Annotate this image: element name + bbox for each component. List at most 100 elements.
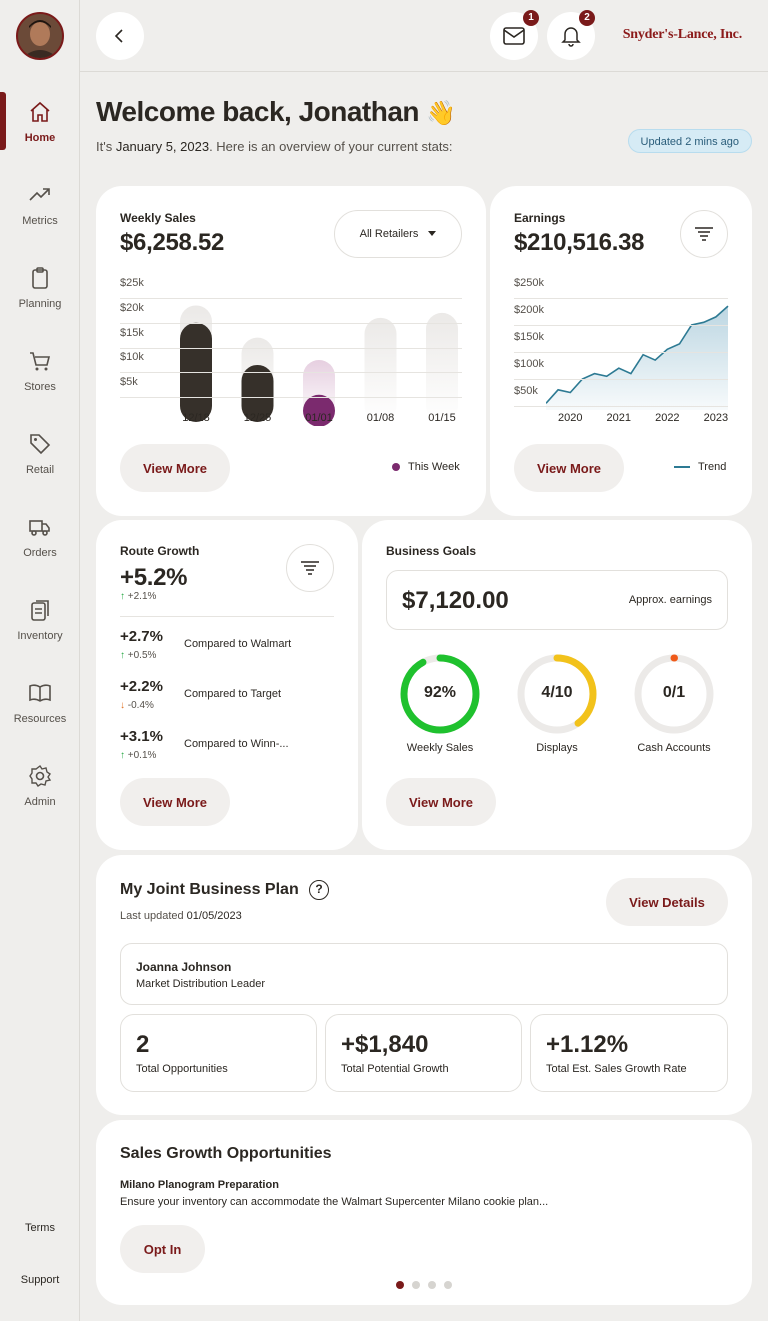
- back-button[interactable]: [96, 12, 144, 60]
- y-tick-label: $250k: [514, 277, 544, 289]
- goal-value: 4/10: [541, 684, 573, 701]
- help-icon[interactable]: ?: [309, 880, 329, 900]
- brand-logo: Snyder's-Lance, Inc.: [622, 27, 742, 42]
- book-icon: [29, 684, 51, 702]
- filter-icon: [695, 227, 713, 241]
- jbp-title: My Joint Business Plan: [120, 881, 299, 898]
- avatar[interactable]: [16, 12, 64, 60]
- wave-emoji: 👋: [426, 100, 456, 127]
- approx-earnings-value: $7,120.00: [402, 587, 509, 614]
- filter-icon: [301, 561, 319, 575]
- notifications-badge: 2: [579, 10, 595, 26]
- route-growth-card: Route Growth +5.2% ↑ +2.1% View More +2.…: [96, 520, 358, 850]
- x-tick-label: 2022: [655, 412, 680, 424]
- sidebar-item-label: Resources: [13, 713, 67, 725]
- goal-value: 92%: [423, 684, 457, 701]
- view-details-button[interactable]: View Details: [606, 878, 728, 926]
- opt-in-button[interactable]: Opt In: [120, 1225, 205, 1273]
- earnings-view-more-button[interactable]: View More: [514, 444, 624, 492]
- pagination-dot[interactable]: [444, 1281, 452, 1289]
- pagination-dot[interactable]: [428, 1281, 436, 1289]
- current-date: January 5, 2023: [115, 139, 210, 154]
- weekly-sales-title: Weekly Sales: [120, 211, 196, 225]
- goal-ring: [517, 654, 597, 734]
- gridline: [514, 352, 728, 353]
- sidebar-item-label: Metrics: [22, 215, 58, 227]
- route-row-comparison: Compared to Walmart: [184, 638, 292, 650]
- route-row-delta: ↓ -0.4%: [120, 700, 154, 711]
- legend-line-icon: [674, 466, 690, 468]
- route-row-comparison: Compared to Winn-...: [184, 738, 289, 750]
- opportunity-title: Milano Planogram Preparation: [120, 1179, 279, 1191]
- arrow-up-icon: ↑: [120, 650, 125, 661]
- arrow-up-icon: ↑: [120, 750, 125, 761]
- sales-growth-opportunities-card: Sales Growth Opportunities Milano Planog…: [96, 1120, 752, 1305]
- stat-label: Total Opportunities: [136, 1063, 228, 1075]
- business-goals-title: Business Goals: [386, 544, 477, 558]
- sidebar-item-label: Retail: [25, 464, 55, 476]
- sidebar-item-label: Inventory: [17, 630, 63, 642]
- sidebar-item-resources[interactable]: Resources: [0, 673, 80, 743]
- pagination-dot[interactable]: [396, 1281, 404, 1289]
- sidebar-item-planning[interactable]: Planning: [0, 258, 80, 328]
- route-row-value: +2.2%: [120, 678, 163, 695]
- route-growth-view-more-button[interactable]: View More: [120, 778, 230, 826]
- cart-icon: [30, 352, 51, 371]
- route-row-delta: ↑ +0.5%: [120, 650, 157, 661]
- x-tick-label: 01/15: [428, 412, 456, 424]
- page-subtitle: It's January 5, 2023. Here is an overvie…: [96, 139, 453, 154]
- goal-progress-arc: [400, 654, 480, 734]
- inventory-icon: [31, 600, 49, 621]
- retailer-filter-select[interactable]: All Retailers: [334, 210, 462, 258]
- gridline: [514, 379, 728, 380]
- bar-12/25[interactable]: [241, 364, 274, 422]
- sidebar-item-admin[interactable]: Admin: [0, 756, 80, 826]
- pagination-dot[interactable]: [412, 1281, 420, 1289]
- sidebar-item-orders[interactable]: Orders: [0, 507, 80, 577]
- sidebar-item-inventory[interactable]: Inventory: [0, 590, 80, 660]
- gridline: [120, 322, 462, 324]
- weekly-sales-view-more-button[interactable]: View More: [120, 444, 230, 492]
- stat-total-opportunities: 2 Total Opportunities: [120, 1014, 317, 1092]
- bar-01/01[interactable]: [303, 394, 335, 426]
- business-goals-card: Business Goals $7,120.00 Approx. earning…: [362, 520, 752, 850]
- goal-progress-arc: [634, 654, 714, 734]
- stat-sales-growth-rate: +1.12% Total Est. Sales Growth Rate: [530, 1014, 728, 1092]
- goal-ring: [400, 654, 480, 734]
- sidebar-item-label: Home: [24, 132, 56, 144]
- clipboard-icon: [32, 267, 48, 289]
- bell-icon: [561, 27, 581, 47]
- y-tick-label: $200k: [514, 304, 544, 316]
- x-tick-label: 12/18: [182, 412, 210, 424]
- gridline: [120, 347, 462, 349]
- route-row-comparison: Compared to Target: [184, 688, 282, 700]
- route-growth-filter-button[interactable]: [286, 544, 334, 592]
- approx-earnings-label: Approx. earnings: [628, 594, 712, 606]
- weekly-sales-card: Weekly Sales $6,258.52 All Retailers Vie…: [96, 186, 486, 516]
- sidebar-item-stores[interactable]: Stores: [0, 341, 80, 411]
- y-tick-label: $25k: [120, 277, 144, 289]
- business-goals-view-more-button[interactable]: View More: [386, 778, 496, 826]
- mail-badge: 1: [523, 10, 539, 26]
- x-tick-label: 12/25: [243, 412, 272, 424]
- earnings-title: Earnings: [514, 211, 566, 225]
- contact-role: Market Distribution Leader: [136, 978, 266, 990]
- sidebar-item-metrics[interactable]: Metrics: [0, 175, 80, 245]
- sidebar-item-home[interactable]: Home: [0, 92, 80, 162]
- terms-link[interactable]: Terms: [25, 1222, 55, 1234]
- approx-earnings-box: $7,120.00 Approx. earnings: [386, 570, 728, 630]
- gridline: [514, 406, 728, 407]
- route-row-value: +2.7%: [120, 628, 163, 645]
- route-growth-title: Route Growth: [120, 544, 200, 558]
- weekly-sales-value: $6,258.52: [120, 229, 225, 256]
- route-row-delta: ↑ +0.1%: [120, 750, 157, 761]
- earnings-filter-button[interactable]: [680, 210, 728, 258]
- earnings-chart: [546, 305, 729, 410]
- goal-progress-arc: [517, 654, 597, 734]
- mail-icon: [503, 27, 525, 45]
- goal-label: Cash Accounts: [637, 742, 711, 754]
- arrow-up-icon: ↑: [120, 591, 125, 602]
- sidebar-item-retail[interactable]: Retail: [0, 424, 80, 494]
- support-link[interactable]: Support: [20, 1274, 60, 1286]
- y-tick-label: $20k: [120, 301, 144, 314]
